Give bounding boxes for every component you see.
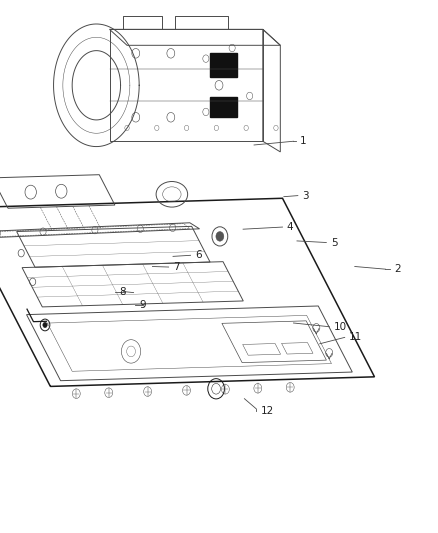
Text: 12: 12 (261, 407, 274, 416)
Text: 9: 9 (139, 300, 146, 310)
Text: 6: 6 (195, 251, 201, 260)
Text: 8: 8 (119, 287, 126, 296)
Text: 11: 11 (349, 333, 362, 342)
Circle shape (216, 231, 224, 241)
Text: 10: 10 (334, 322, 347, 332)
Circle shape (43, 322, 47, 328)
Text: 1: 1 (300, 136, 307, 146)
Bar (210, 97, 237, 117)
Text: 5: 5 (331, 238, 337, 247)
Bar (210, 53, 237, 77)
Text: 3: 3 (302, 191, 309, 200)
Text: 7: 7 (173, 262, 180, 272)
Text: 4: 4 (287, 222, 293, 232)
Text: 2: 2 (394, 264, 401, 274)
